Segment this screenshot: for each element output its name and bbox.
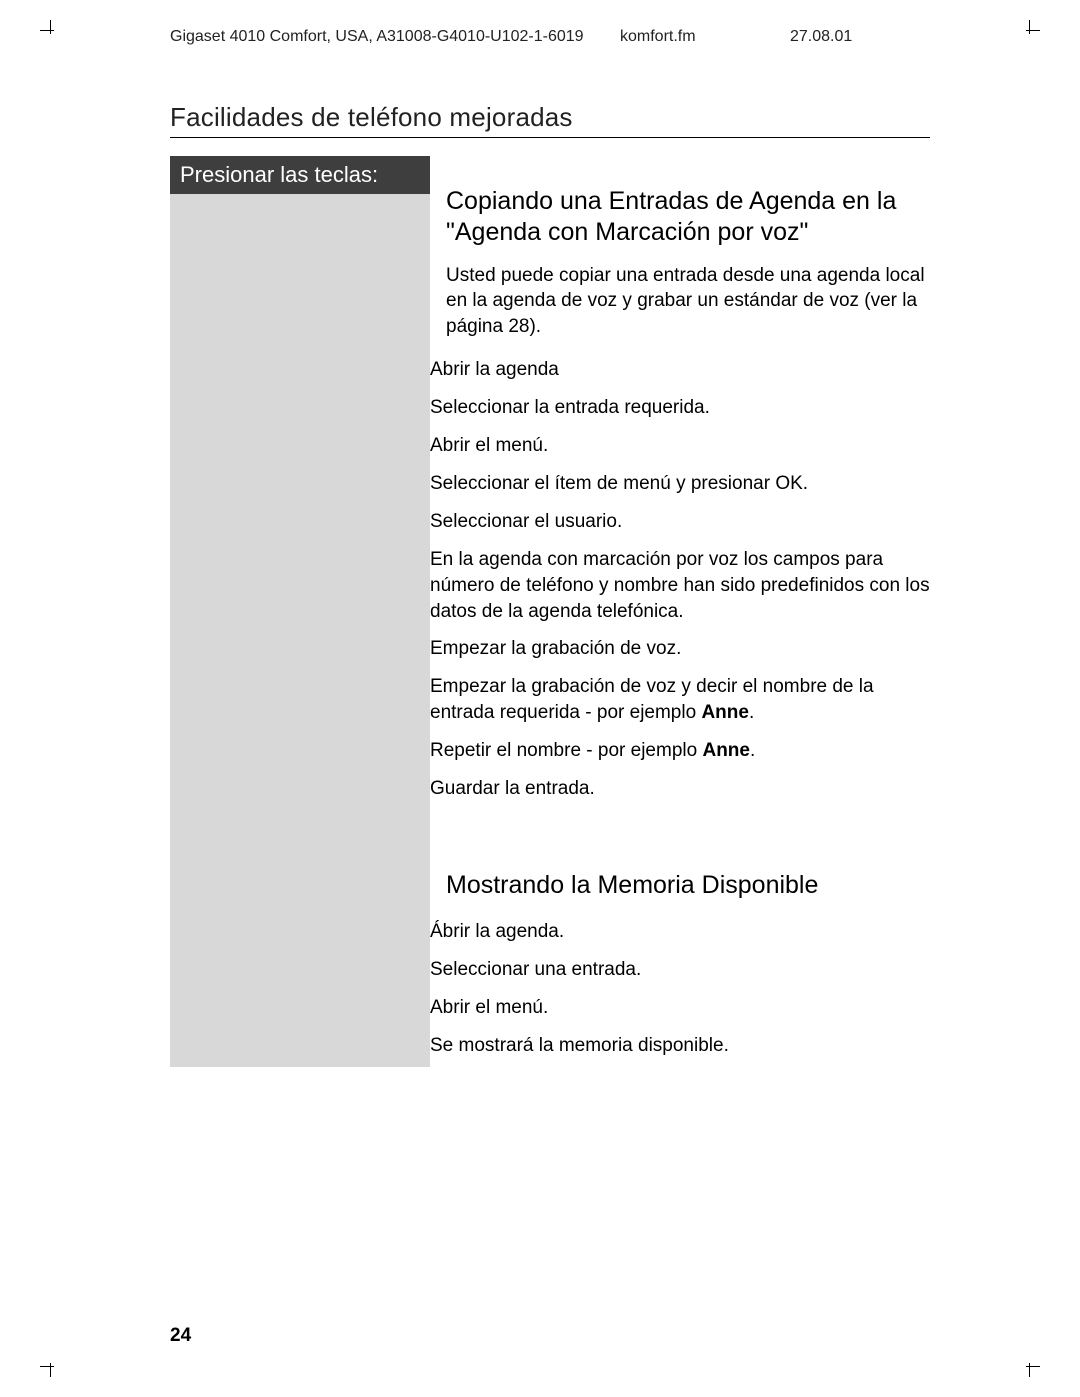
step-desc: Se mostrará la memoria disponible. (430, 1029, 729, 1063)
step-row: Abrir la agenda (446, 353, 930, 387)
subsection-intro-1: Usted puede copiar una entrada desde una… (446, 263, 930, 340)
page-number: 24 (170, 1325, 191, 1347)
left-column: Presionar las teclas: (170, 156, 430, 1067)
step-desc: Empezar la grabación de voz y decir el n… (430, 670, 930, 729)
section-rule (170, 137, 930, 138)
content-columns: Presionar las teclas: Copiando una Entra… (170, 156, 930, 1067)
step-row: Ábrir la agenda. (446, 915, 930, 949)
step-row: Copiar vozOKSeleccionar el ítem de menú … (446, 467, 930, 501)
step-row: IniciarRepetir el nombre - por ejemplo A… (446, 734, 930, 768)
section-title: Facilidades de teléfono mejoradas (170, 102, 1020, 133)
step-desc: Seleccionar el ítem de menú y presionar … (430, 467, 808, 501)
left-column-header: Presionar las teclas: (170, 156, 430, 194)
step-desc: Empezar la grabación de voz. (430, 632, 681, 666)
header-right: 27.08.01 (790, 28, 910, 46)
header-mid: komfort.fm (620, 28, 790, 46)
step-row: Memoria disp.:OKSe mostrará la memoria d… (446, 1029, 930, 1063)
step-desc: En la agenda con marcación por voz los c… (430, 543, 930, 628)
step-desc: Ábrir la agenda. (430, 915, 564, 949)
step-row: CambiarEmpezar la grabación de voz. (446, 632, 930, 666)
step-desc: Abrir la agenda (430, 353, 559, 387)
subsection-title-1: Copiando una Entradas de Agenda en la "A… (446, 186, 930, 249)
subsection-title-2: Mostrando la Memoria Disponible (446, 870, 930, 901)
step-row: IniciarEmpezar la grabación de voz y dec… (446, 670, 930, 729)
steps-list-2: Ábrir la agenda. Seleccionar una entrada… (446, 915, 930, 1067)
page: Gigaset 4010 Comfort, USA, A31008-G4010-… (0, 0, 1080, 1397)
step-row: Seleccionar la entrada requerida. (446, 391, 930, 425)
step-row: En la agenda con marcación por voz los c… (446, 543, 930, 628)
header-left: Gigaset 4010 Comfort, USA, A31008-G4010-… (170, 28, 620, 46)
step-row: OKSeleccionar el usuario. (446, 505, 930, 539)
doc-header: Gigaset 4010 Comfort, USA, A31008-G4010-… (60, 28, 1020, 46)
step-row: MENUAbrir el menú. (446, 991, 930, 1025)
steps-list-1: Abrir la agenda Seleccionar la entrada r… (446, 353, 930, 809)
step-desc: Seleccionar el usuario. (430, 505, 622, 539)
step-desc: Seleccionar una entrada. (430, 953, 641, 987)
step-desc: Repetir el nombre - por ejemplo Anne. (430, 734, 755, 768)
step-desc: Abrir el menú. (430, 991, 548, 1025)
step-row: Seleccionar una entrada. (446, 953, 930, 987)
step-desc: Seleccionar la entrada requerida. (430, 391, 710, 425)
step-desc: Abrir el menú. (430, 429, 548, 463)
step-desc: Guardar la entrada. (430, 772, 595, 806)
right-column: Copiando una Entradas de Agenda en la "A… (430, 156, 930, 1067)
step-row: GuardarGuardar la entrada. (446, 772, 930, 806)
step-row: MENUAbrir el menú. (446, 429, 930, 463)
